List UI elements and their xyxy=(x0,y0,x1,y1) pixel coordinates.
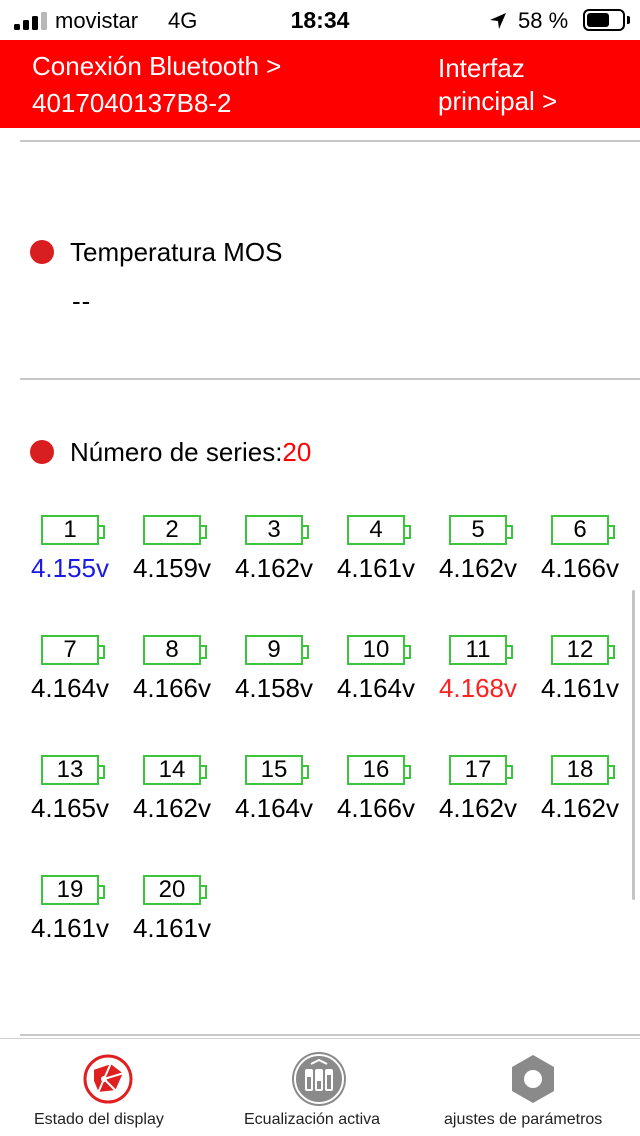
cell-battery-icon: 9 xyxy=(245,635,309,665)
tab-label: Estado del display xyxy=(34,1111,164,1128)
app-header: Conexión Bluetooth > 4017040137B8-2 Inte… xyxy=(0,40,640,128)
cell-battery-icon: 11 xyxy=(449,635,513,665)
bluetooth-connection-link[interactable]: Conexión Bluetooth > 4017040137B8-2 xyxy=(32,48,281,122)
cell-item: 11 4.168v xyxy=(437,635,539,705)
cell-voltage: 4.158v xyxy=(234,673,314,703)
mos-temperature-label: Temperatura MOS xyxy=(70,237,283,267)
cell-battery-icon: 6 xyxy=(551,515,615,545)
location-arrow-icon xyxy=(490,13,506,29)
divider xyxy=(20,140,640,142)
cell-item: 17 4.162v xyxy=(437,755,539,825)
cell-item: 1 4.155v xyxy=(29,515,131,585)
cell-item: 5 4.162v xyxy=(437,515,539,585)
cell-voltage: 4.164v xyxy=(30,673,110,703)
cell-voltage: 4.164v xyxy=(336,673,416,703)
divider xyxy=(20,378,640,380)
tab-label: Ecualización activa xyxy=(244,1111,381,1128)
cell-battery-icon: 18 xyxy=(551,755,615,785)
cell-item: 9 4.158v xyxy=(233,635,335,705)
divider xyxy=(20,1034,640,1036)
cell-item: 8 4.166v xyxy=(131,635,233,705)
cell-voltage: 4.161v xyxy=(540,673,620,703)
cell-voltage: 4.164v xyxy=(234,793,314,823)
clock: 18:34 xyxy=(290,7,350,33)
tab-label: ajustes de parámetros xyxy=(444,1111,603,1128)
device-id: 4017040137B8-2 xyxy=(32,88,232,118)
bluetooth-connection-label: Conexión Bluetooth > xyxy=(32,51,282,81)
cell-voltage: 4.162v xyxy=(438,553,518,583)
cell-voltage: 4.162v xyxy=(234,553,314,583)
cell-item: 19 4.161v xyxy=(29,875,131,945)
cell-item: 3 4.162v xyxy=(233,515,335,585)
series-count-value: 20 xyxy=(282,437,312,467)
cell-item: 15 4.164v xyxy=(233,755,335,825)
cell-battery-icon: 13 xyxy=(41,755,105,785)
cell-battery-icon: 4 xyxy=(347,515,411,545)
cell-item: 7 4.164v xyxy=(29,635,131,705)
cell-item: 2 4.159v xyxy=(131,515,233,585)
cell-battery-icon: 14 xyxy=(143,755,207,785)
carrier-name: movistar xyxy=(55,8,139,33)
cell-battery-icon: 19 xyxy=(41,875,105,905)
cell-voltage: 4.168v xyxy=(438,673,518,703)
cell-voltage: 4.155v xyxy=(30,553,110,583)
mos-temperature-value: -- xyxy=(72,286,92,316)
cell-battery-icon: 16 xyxy=(347,755,411,785)
cell-voltage: 4.161v xyxy=(336,553,416,583)
settings-hex-icon xyxy=(512,1055,554,1103)
cell-battery-icon: 17 xyxy=(449,755,513,785)
cell-battery-icon: 10 xyxy=(347,635,411,665)
status-bar: movistar 4G 18:34 58 % xyxy=(0,0,640,40)
cell-voltage: 4.162v xyxy=(132,793,212,823)
cell-voltage: 4.165v xyxy=(30,793,110,823)
main-interface-label-2: principal > xyxy=(438,86,558,116)
cell-voltage: 4.159v xyxy=(132,553,212,583)
series-count-label: Número de series:20 xyxy=(70,437,311,468)
cell-battery-icon: 12 xyxy=(551,635,615,665)
cell-item: 16 4.166v xyxy=(335,755,437,825)
cell-item: 4 4.161v xyxy=(335,515,437,585)
balancing-icon xyxy=(292,1052,346,1106)
cell-item: 18 4.162v xyxy=(539,755,640,825)
cell-voltage: 4.166v xyxy=(132,673,212,703)
cell-item: 12 4.161v xyxy=(539,635,640,705)
battery-icon xyxy=(583,9,625,31)
cell-voltage: 4.166v xyxy=(540,553,620,583)
tab-display-status[interactable]: Estado del display xyxy=(0,1039,213,1136)
network-type: 4G xyxy=(168,8,198,33)
cell-battery-icon: 7 xyxy=(41,635,105,665)
scroll-indicator[interactable] xyxy=(632,590,635,900)
bullet-dot xyxy=(30,240,54,264)
cell-item: 20 4.161v xyxy=(131,875,233,945)
tab-active-balancing[interactable]: Ecualización activa xyxy=(213,1039,427,1136)
cell-battery-icon: 5 xyxy=(449,515,513,545)
cell-voltage: 4.161v xyxy=(30,913,110,943)
cell-voltage: 4.162v xyxy=(540,793,620,823)
cell-battery-icon: 20 xyxy=(143,875,207,905)
cell-battery-icon: 3 xyxy=(245,515,309,545)
tab-bar: Estado del display Ecualización activa a… xyxy=(0,1038,640,1136)
cell-item: 6 4.166v xyxy=(539,515,640,585)
cell-battery-icon: 1 xyxy=(41,515,105,545)
main-interface-label-1: Interfaz xyxy=(438,53,525,83)
cell-battery-icon: 8 xyxy=(143,635,207,665)
cell-voltage: 4.166v xyxy=(336,793,416,823)
series-label-text: Número de series: xyxy=(70,437,283,467)
battery-nub xyxy=(627,16,630,24)
signal-icon xyxy=(14,12,50,30)
bullet-dot xyxy=(30,440,54,464)
display-status-icon xyxy=(83,1054,133,1104)
main-interface-link[interactable]: Interfaz principal > xyxy=(438,52,557,118)
cell-voltage: 4.161v xyxy=(132,913,212,943)
cell-item: 14 4.162v xyxy=(131,755,233,825)
cell-item: 13 4.165v xyxy=(29,755,131,825)
cell-battery-icon: 2 xyxy=(143,515,207,545)
cell-voltage: 4.162v xyxy=(438,793,518,823)
cell-battery-icon: 15 xyxy=(245,755,309,785)
cell-item: 10 4.164v xyxy=(335,635,437,705)
tab-parameter-settings[interactable]: ajustes de parámetros xyxy=(427,1039,640,1136)
battery-percent: 58 % xyxy=(518,8,569,33)
